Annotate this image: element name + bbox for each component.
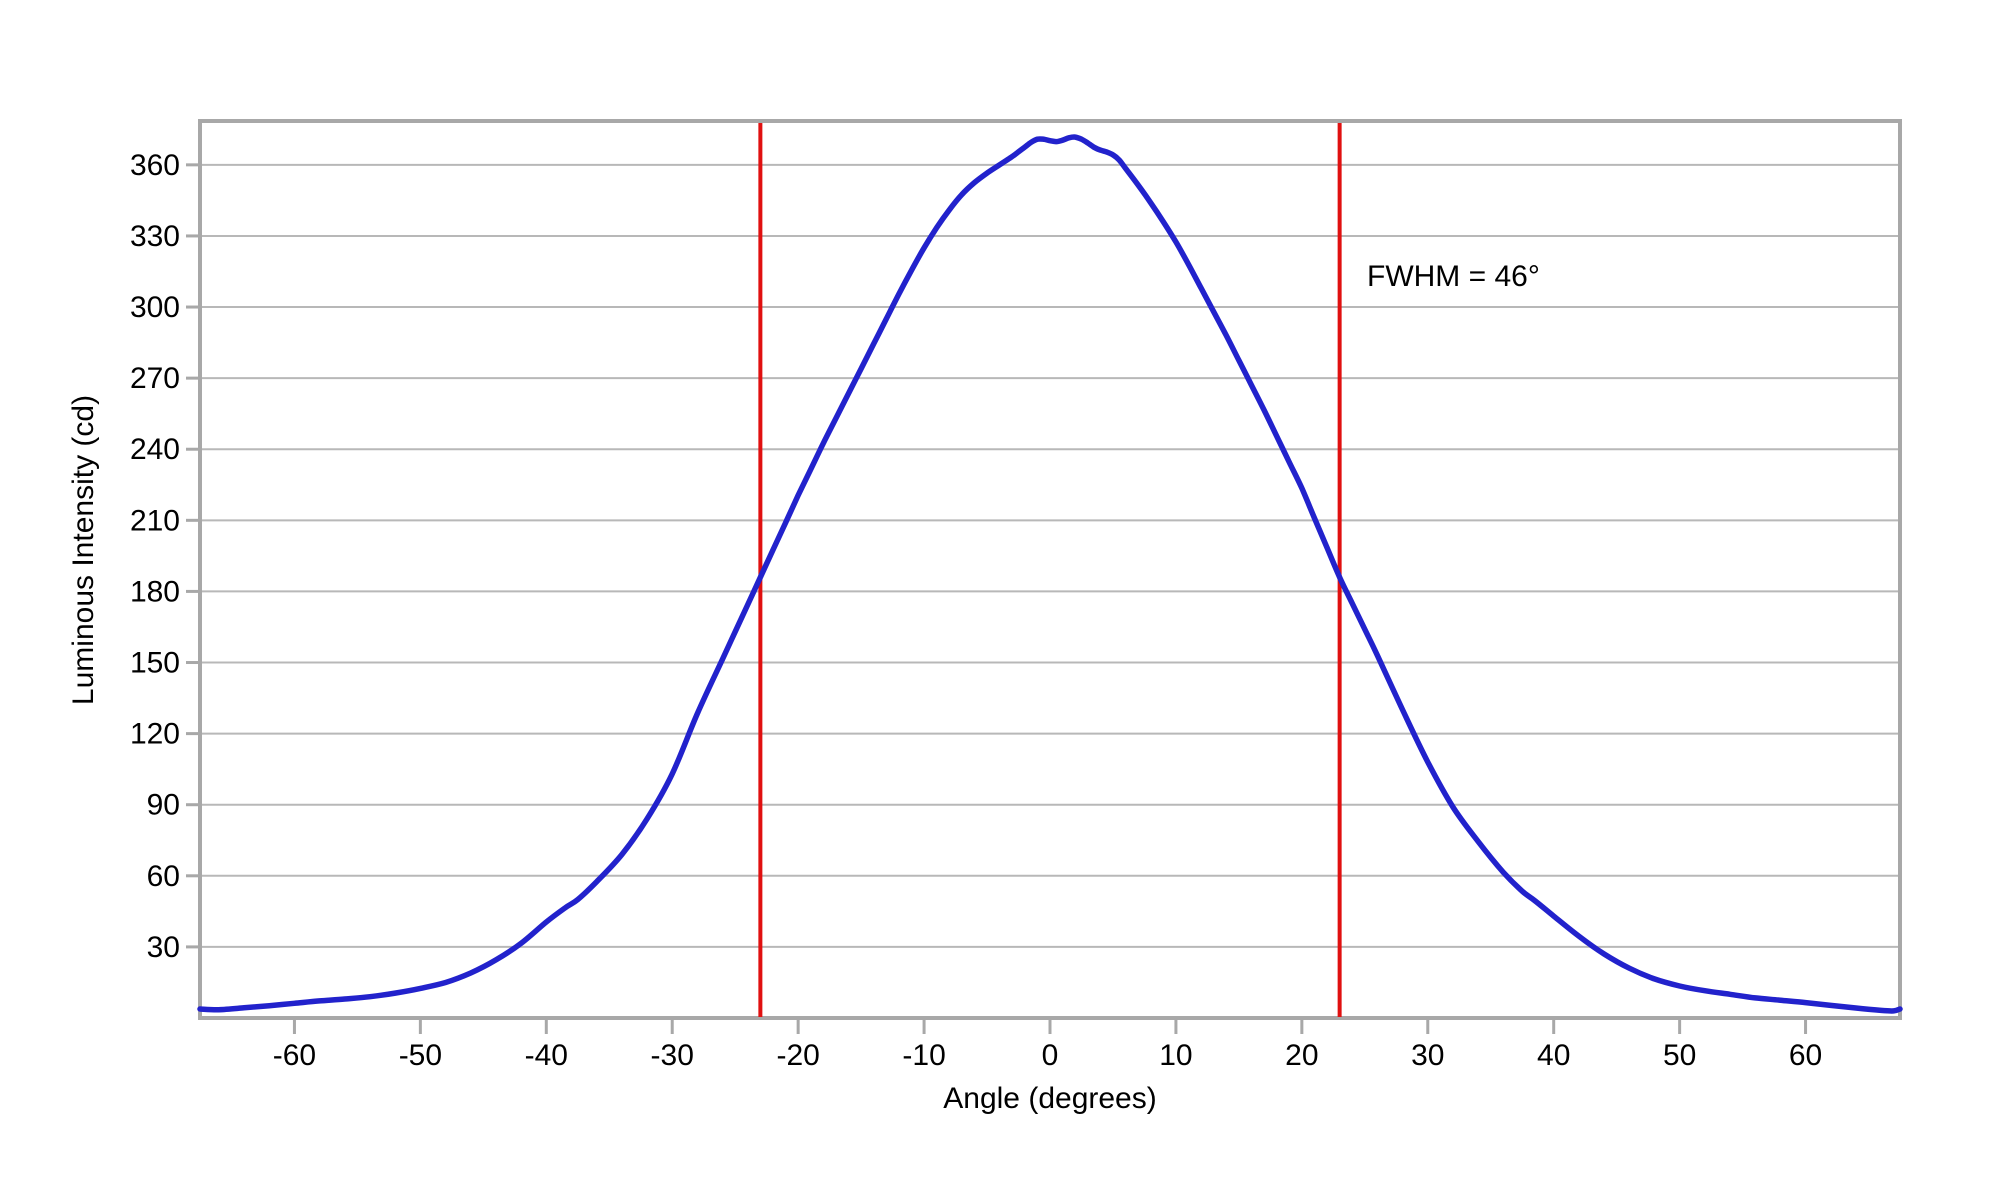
fwhm-annotation: FWHM = 46° — [1367, 260, 1540, 293]
svg-text:10: 10 — [1159, 1039, 1192, 1072]
x-axis-ticks — [292, 1020, 1808, 1034]
svg-text:-50: -50 — [399, 1039, 442, 1072]
svg-text:-30: -30 — [651, 1039, 694, 1072]
y-axis-tick-labels: 30 60 90 120 150 180 210 240 270 300 330 360 — [130, 149, 180, 964]
fwhm-marker-lines — [758, 123, 1342, 1017]
svg-text:330: 330 — [130, 220, 180, 253]
svg-text:-60: -60 — [273, 1039, 316, 1072]
svg-text:50: 50 — [1663, 1039, 1696, 1072]
plot-border — [198, 119, 1902, 1020]
svg-text:270: 270 — [130, 362, 180, 395]
svg-text:360: 360 — [130, 149, 180, 182]
x-axis-tick-labels: -60 -50 -40 -30 -20 -10 0 10 20 30 40 50 60 — [273, 1039, 1822, 1072]
y-axis-title: Luminous Intensity (cd) — [67, 395, 100, 705]
svg-text:90: 90 — [147, 789, 180, 822]
svg-text:0: 0 — [1042, 1039, 1059, 1072]
svg-text:-40: -40 — [525, 1039, 568, 1072]
svg-text:20: 20 — [1285, 1039, 1318, 1072]
svg-text:40: 40 — [1537, 1039, 1570, 1072]
svg-text:30: 30 — [1411, 1039, 1444, 1072]
svg-text:30: 30 — [147, 931, 180, 964]
intensity-curve — [197, 134, 1903, 1014]
svg-text:150: 150 — [130, 647, 180, 680]
svg-text:240: 240 — [130, 433, 180, 466]
svg-text:180: 180 — [130, 575, 180, 608]
svg-text:60: 60 — [1789, 1039, 1822, 1072]
y-axis-ticks — [186, 163, 198, 949]
svg-text:210: 210 — [130, 504, 180, 537]
svg-text:-10: -10 — [902, 1039, 945, 1072]
x-axis-title: Angle (degrees) — [943, 1082, 1156, 1115]
gridlines — [202, 163, 1898, 948]
svg-text:300: 300 — [130, 291, 180, 324]
svg-text:120: 120 — [130, 718, 180, 751]
svg-text:60: 60 — [147, 860, 180, 893]
svg-text:-20: -20 — [776, 1039, 819, 1072]
